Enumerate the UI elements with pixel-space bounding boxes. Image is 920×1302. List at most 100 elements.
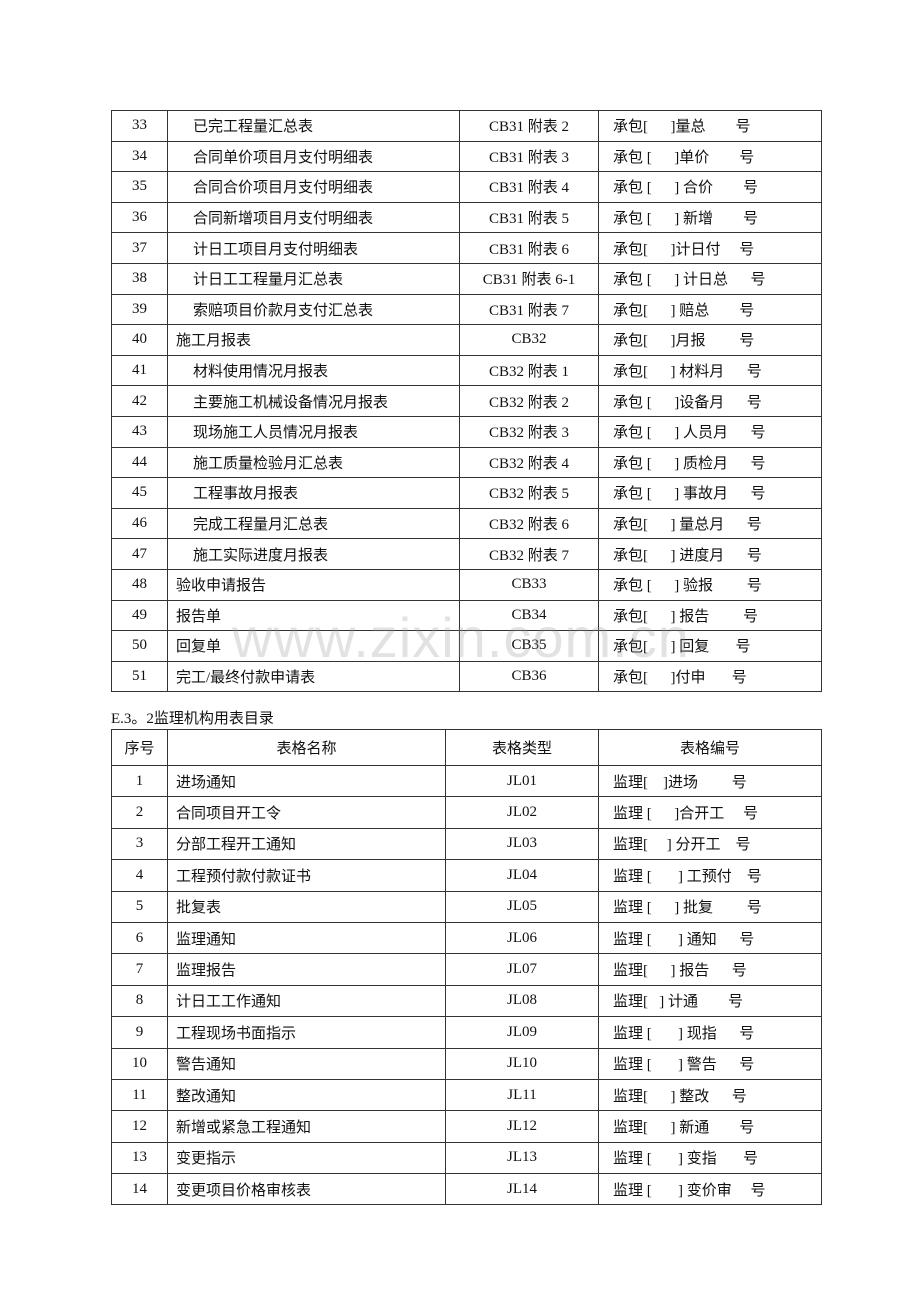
- table-row: 49 报告单 CB34 承包[ ] 报告 号: [111, 599, 822, 632]
- table-row: 7 监理报告 JL07 监理[ ] 报告 号: [111, 953, 822, 986]
- form-code: 监理 [ ] 工预付 号: [598, 859, 822, 892]
- form-type: CB32 附表 7: [459, 538, 599, 570]
- form-type: JL10: [445, 1047, 599, 1080]
- header-code: 表格编号: [598, 729, 822, 766]
- form-type: CB31 附表 4: [459, 171, 599, 203]
- table-row: 40 施工月报表 CB32 承包[ ]月报 号: [111, 324, 822, 356]
- form-type: JL04: [445, 859, 599, 892]
- row-number: 40: [111, 324, 168, 356]
- form-code: 承包 [ ] 新增 号: [598, 201, 822, 234]
- table-row: 33 已完工程量汇总表 CB31 附表 2 承包[ ]量总 号: [111, 110, 822, 142]
- row-number: 7: [111, 953, 168, 986]
- row-number: 5: [111, 890, 168, 923]
- form-code: 监理[ ] 整改 号: [598, 1078, 822, 1112]
- table-row: 4 工程预付款付款证书 JL04 监理 [ ] 工预付 号: [111, 859, 822, 892]
- form-code: 承包[ ]付申 号: [598, 660, 822, 693]
- table-row: 36 合同新增项目月支付明细表 CB31 附表 5 承包 [ ] 新增 号: [111, 201, 822, 234]
- row-number: 1: [111, 764, 168, 798]
- form-name: 分部工程开工通知: [167, 827, 446, 861]
- table-row: 5 批复表 JL05 监理 [ ] 批复 号: [111, 890, 822, 923]
- row-number: 13: [111, 1141, 168, 1175]
- form-name: 警告通知: [167, 1047, 446, 1080]
- form-type: CB32 附表 3: [459, 415, 599, 448]
- form-type: CB32 附表 4: [459, 446, 599, 479]
- form-type: JL09: [445, 1016, 599, 1049]
- form-name: 合同项目开工令: [167, 796, 446, 829]
- header-no: 序号: [111, 729, 168, 766]
- form-type: CB32 附表 2: [459, 385, 599, 417]
- form-name: 主要施工机械设备情况月报表: [167, 385, 460, 417]
- form-type: CB32 附表 6: [459, 507, 599, 540]
- form-name: 整改通知: [167, 1078, 446, 1112]
- form-name: 工程事故月报表: [167, 477, 460, 509]
- form-name: 施工月报表: [167, 324, 460, 356]
- table-row: 43 现场施工人员情况月报表 CB32 附表 3 承包 [ ] 人员月 号: [111, 415, 822, 448]
- form-type: JL01: [445, 764, 599, 798]
- form-code: 承包[ ] 报告 号: [598, 599, 822, 632]
- form-name: 完工/最终付款申请表: [167, 660, 460, 693]
- row-number: 41: [111, 354, 168, 387]
- form-name: 监理通知: [167, 921, 446, 955]
- form-type: JL05: [445, 890, 599, 923]
- form-name: 合同合价项目月支付明细表: [167, 171, 460, 203]
- form-code: 监理 [ ] 批复 号: [598, 890, 822, 923]
- form-type: JL13: [445, 1141, 599, 1175]
- row-number: 11: [111, 1078, 168, 1112]
- form-code: 监理[ ] 计通 号: [598, 984, 822, 1018]
- form-type: JL14: [445, 1173, 599, 1206]
- row-number: 8: [111, 984, 168, 1018]
- row-number: 2: [111, 796, 168, 829]
- form-code: 承包[ ] 进度月 号: [598, 538, 822, 570]
- table-row: 2 合同项目开工令 JL02 监理 [ ]合开工 号: [111, 796, 822, 829]
- table-row: 47 施工实际进度月报表 CB32 附表 7 承包[ ] 进度月 号: [111, 538, 822, 570]
- table-row: 48 验收申请报告 CB33 承包 [ ] 验报 号: [111, 568, 822, 601]
- form-type: JL02: [445, 796, 599, 829]
- form-name: 计日工工程量月汇总表: [167, 262, 460, 295]
- header-name: 表格名称: [167, 729, 446, 766]
- form-name: 监理报告: [167, 953, 446, 986]
- row-number: 39: [111, 293, 168, 326]
- form-code: 承包[ ]月报 号: [598, 324, 822, 356]
- form-code: 监理[ ] 分开工 号: [598, 827, 822, 861]
- form-type: CB34: [459, 599, 599, 632]
- form-type: CB31 附表 6: [459, 232, 599, 264]
- form-code: 承包[ ] 回复 号: [598, 630, 822, 662]
- row-number: 38: [111, 262, 168, 295]
- table-row: 45 工程事故月报表 CB32 附表 5 承包 [ ] 事故月 号: [111, 477, 822, 509]
- form-type: CB36: [459, 660, 599, 693]
- table-row: 9 工程现场书面指示 JL09 监理 [ ] 现指 号: [111, 1016, 822, 1049]
- form-name: 进场通知: [167, 764, 446, 798]
- supervisor-forms-table: 序号 表格名称 表格类型 表格编号 1 进场通知 JL01 监理[ ]进场 号 2 合同项…: [111, 729, 822, 1206]
- form-name: 新增或紧急工程通知: [167, 1110, 446, 1143]
- table-row: 51 完工/最终付款申请表 CB36 承包[ ]付申 号: [111, 660, 822, 693]
- row-number: 9: [111, 1016, 168, 1049]
- form-code: 监理 [ ] 变指 号: [598, 1141, 822, 1175]
- table-row: 38 计日工工程量月汇总表 CB31 附表 6-1 承包 [ ] 计日总 号: [111, 262, 822, 295]
- table-row: 10 警告通知 JL10 监理 [ ] 警告 号: [111, 1047, 822, 1080]
- form-code: 承包 [ ] 质检月 号: [598, 446, 822, 479]
- form-code: 监理[ ]进场 号: [598, 764, 822, 798]
- form-type: JL06: [445, 921, 599, 955]
- form-name: 工程预付款付款证书: [167, 859, 446, 892]
- form-code: 监理 [ ] 通知 号: [598, 921, 822, 955]
- row-number: 33: [111, 110, 168, 142]
- form-code: 监理[ ] 报告 号: [598, 953, 822, 986]
- table-row: 11 整改通知 JL11 监理[ ] 整改 号: [111, 1078, 822, 1112]
- contractor-forms-table: 33 已完工程量汇总表 CB31 附表 2 承包[ ]量总 号 34 合同单价项目月支付明…: [111, 110, 822, 693]
- form-code: 监理 [ ] 警告 号: [598, 1047, 822, 1080]
- form-code: 承包 [ ]单价 号: [598, 140, 822, 173]
- row-number: 47: [111, 538, 168, 570]
- form-type: CB31 附表 3: [459, 140, 599, 173]
- form-code: 承包[ ] 量总月 号: [598, 507, 822, 540]
- row-number: 48: [111, 568, 168, 601]
- form-type: CB31 附表 2: [459, 110, 599, 142]
- table-row: 3 分部工程开工通知 JL03 监理[ ] 分开工 号: [111, 827, 822, 861]
- form-name: 施工实际进度月报表: [167, 538, 460, 570]
- form-type: CB31 附表 6-1: [459, 262, 599, 295]
- table-row: 42 主要施工机械设备情况月报表 CB32 附表 2 承包 [ ]设备月 号: [111, 385, 822, 417]
- form-type: CB32: [459, 324, 599, 356]
- form-name: 验收申请报告: [167, 568, 460, 601]
- row-number: 51: [111, 660, 168, 693]
- table-row: 6 监理通知 JL06 监理 [ ] 通知 号: [111, 921, 822, 955]
- form-code: 承包[ ] 材料月 号: [598, 354, 822, 387]
